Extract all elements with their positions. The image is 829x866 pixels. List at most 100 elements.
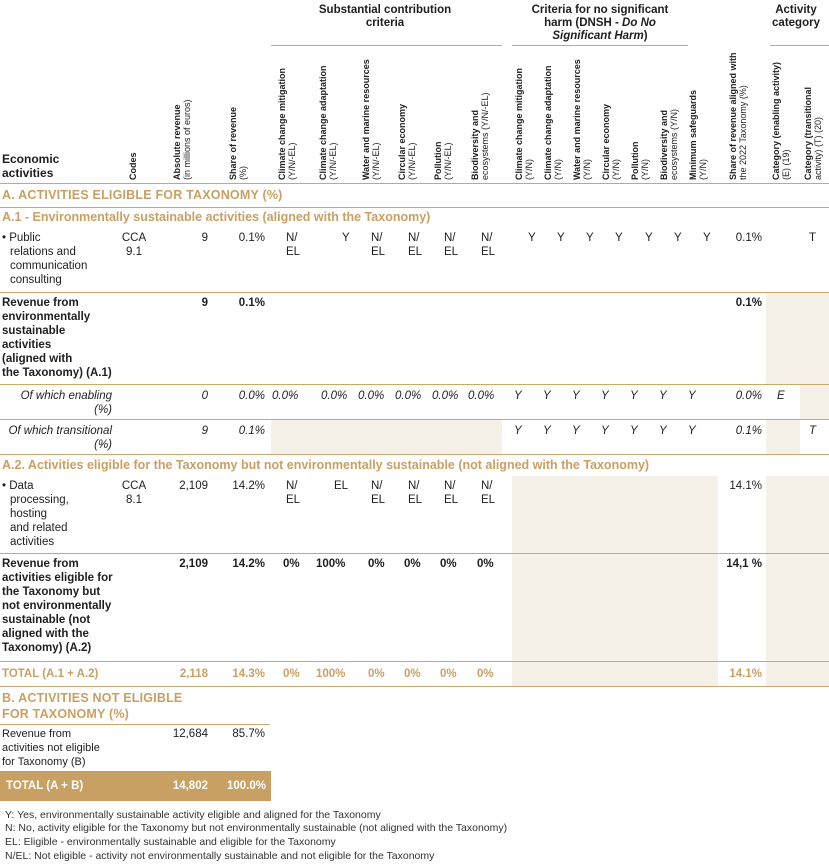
sc-pollution: 0.0% xyxy=(432,390,459,402)
row-divider xyxy=(0,419,829,420)
share-of-revenue: 14.3% xyxy=(232,668,265,680)
share-of-revenue: 14.2% xyxy=(232,480,265,492)
aligned-share: 0.1% xyxy=(735,232,762,244)
sc-pollution: N/EL xyxy=(444,232,459,258)
header-share-of-revenue: Share of revenue (%) xyxy=(228,106,248,180)
header-category-enabling: Category (enabling activity) (E) (19) xyxy=(771,61,791,180)
absolute-revenue: 9 xyxy=(201,297,208,309)
dnsh-mitigation: Y xyxy=(514,425,522,437)
header-sc-climate-mitigation: Climate change mitigation (Y/N/-EL) xyxy=(277,67,297,180)
header-dnsh-pollution: Pollution (Y/N) xyxy=(630,141,650,181)
sc-mitigation: N/EL xyxy=(286,480,301,506)
absolute-revenue: 2,118 xyxy=(179,668,208,680)
rule-header-bottom xyxy=(0,183,829,184)
dnsh-biodiversity: Y xyxy=(659,425,667,437)
dnsh-circular: Y xyxy=(601,390,609,402)
sc-biodiversity: 0.0% xyxy=(468,390,495,402)
category-transitional: T xyxy=(809,232,817,244)
header-aligned-share: Share of revenue aligned with the 2022 Ta… xyxy=(728,52,748,180)
share-of-revenue: 0.1% xyxy=(238,297,265,309)
row-divider xyxy=(0,454,829,455)
share-of-revenue: 85.7% xyxy=(232,728,265,740)
activity-name: • Data processing, hosting and related a… xyxy=(2,480,69,548)
aligned-share: 14.1% xyxy=(729,668,762,680)
group-rule-substantial xyxy=(271,45,502,46)
aligned-share: 0.0% xyxy=(735,390,762,402)
header-economic-activities: Economic activities xyxy=(2,152,60,180)
group-rule-dnsh xyxy=(512,45,688,46)
sc-mitigation: 0.0% xyxy=(272,390,299,402)
dnsh-adaptation: Y xyxy=(543,390,551,402)
category-enabling: E xyxy=(777,390,785,402)
category-transitional: T xyxy=(809,425,817,437)
share-of-revenue: 0.0% xyxy=(238,390,265,402)
section-a-title: A. ACTIVITIES ELIGIBLE FOR TAXONOMY (%) xyxy=(2,188,283,202)
row-label: TOTAL (A.1 + A.2) xyxy=(2,668,99,680)
sc-pollution: N/EL xyxy=(444,480,459,506)
shade-a2-category xyxy=(766,476,829,686)
row-divider xyxy=(0,292,829,293)
sc-circular: 0% xyxy=(404,558,421,570)
group-header-substantial: Substantial contribution criteria xyxy=(318,4,452,29)
dnsh-water: Y xyxy=(572,425,580,437)
share-of-revenue: 0.1% xyxy=(238,425,265,437)
dnsh-mitigation: Y xyxy=(528,232,536,244)
dnsh-pollution: Y xyxy=(630,390,638,402)
row-label: TOTAL (A + B) xyxy=(6,780,84,792)
subsection-a2-title: A.2. Activities eligible for the Taxonom… xyxy=(2,458,650,472)
row-divider xyxy=(0,686,829,687)
sc-water: 0% xyxy=(368,558,385,570)
sc-biodiversity: 0% xyxy=(477,558,494,570)
sc-biodiversity: N/EL xyxy=(481,232,496,258)
share-of-revenue: 0.1% xyxy=(238,232,265,244)
dnsh-pollution: Y xyxy=(630,425,638,437)
header-sc-water: Water and marine resources (Y/N/-EL) xyxy=(361,59,381,180)
sc-circular: 0.0% xyxy=(395,390,422,402)
group-dnsh-text-b: Do No Significant Harm xyxy=(552,17,656,42)
total-a-plus-b-row: TOTAL (A + B) 14,802 100.0% xyxy=(0,771,271,801)
header-sc-pollution: Pollution (Y/N/-EL) xyxy=(433,141,453,181)
sc-water: N/EL xyxy=(371,232,386,258)
group-header-activity: Activity category xyxy=(772,4,820,29)
group-header-dnsh: Criteria for no significant harm (DNSH -… xyxy=(520,4,680,43)
sc-circular: N/EL xyxy=(408,480,423,506)
row-divider xyxy=(0,553,829,554)
header-dnsh-circular: Circular economy (Y/N) xyxy=(601,103,621,180)
row-divider xyxy=(0,661,829,662)
header-sc-biodiversity: Biodiversity and ecosystems (Y/N/-EL) xyxy=(470,92,490,180)
rule-section-b xyxy=(0,724,270,725)
sc-mitigation: 0% xyxy=(283,558,300,570)
shade-enabling-cat-t xyxy=(800,384,829,419)
shade-a2-dnsh xyxy=(512,476,718,686)
absolute-revenue: 9 xyxy=(201,232,208,244)
sc-circular: N/EL xyxy=(408,232,423,258)
dnsh-adaptation: Y xyxy=(543,425,551,437)
row-label: Of which enabling (%) xyxy=(20,390,112,416)
row-label: Of which transitional (%) xyxy=(8,425,112,451)
row-label: Revenue from environmentally sustainable ac… xyxy=(2,297,112,379)
shade-transitional-cat-e xyxy=(766,420,800,454)
header-dnsh-min-safeguards: Minimum safeguards (Y/N) xyxy=(688,89,708,180)
activity-name: • Public relations and communication con… xyxy=(2,232,88,286)
sc-adaptation: 100% xyxy=(316,668,346,680)
sc-biodiversity: 0% xyxy=(477,668,494,680)
header-absolute-revenue: Absolute revenue (in millions of euros) xyxy=(172,99,192,180)
header-dnsh-water: Water and marine resources (Y/N) xyxy=(572,59,592,180)
aligned-share: 0.1% xyxy=(735,425,762,437)
sc-circular: 0% xyxy=(404,668,421,680)
dnsh-pollution: Y xyxy=(645,232,653,244)
header-sc-circular: Circular economy (Y/N/-EL) xyxy=(397,103,417,180)
sc-adaptation: 100% xyxy=(316,558,346,570)
absolute-revenue: 0 xyxy=(201,390,208,402)
dnsh-biodiversity: Y xyxy=(659,390,667,402)
shade-a1-category xyxy=(766,292,829,384)
sc-water: 0.0% xyxy=(358,390,385,402)
aligned-share: 0.1% xyxy=(735,297,762,309)
shade-transitional-sc xyxy=(271,420,502,454)
subsection-a1-title: A.1 - Environmentally sustainable activi… xyxy=(2,210,431,224)
rule-section-a xyxy=(0,207,829,208)
row-label: Revenue from activities not eligible for T… xyxy=(2,728,100,768)
dnsh-min-safeguards: Y xyxy=(688,390,696,402)
header-category-transitional: Category (transitional activity) (T) (20) xyxy=(803,86,823,180)
header-dnsh-climate-mitigation: Climate change mitigation (Y/N) xyxy=(514,67,534,180)
